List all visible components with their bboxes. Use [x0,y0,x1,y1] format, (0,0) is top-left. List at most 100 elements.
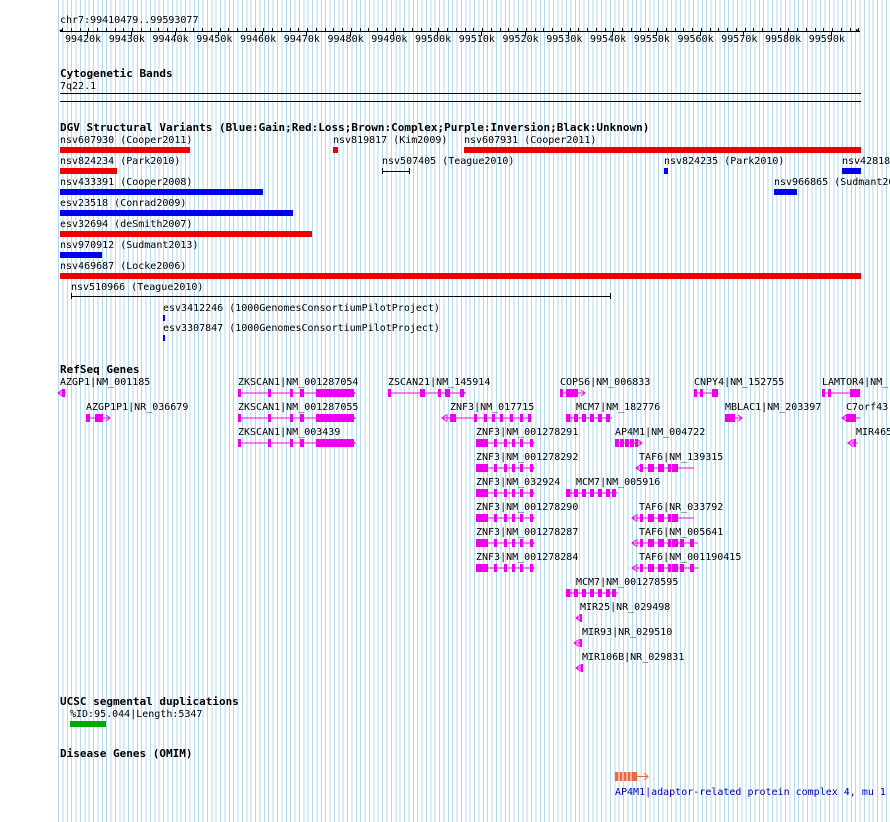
gene-exon[interactable] [420,389,425,397]
gene-exon[interactable] [450,414,456,422]
gene-exon[interactable] [566,414,570,422]
gene-exon[interactable] [494,539,497,547]
dgv-feature[interactable] [60,147,190,153]
gene-exon[interactable] [268,439,271,447]
gene-exon[interactable] [290,414,293,422]
gene-strand-arrow-icon[interactable] [841,414,847,422]
gene-exon[interactable] [598,589,602,597]
gene-exon[interactable] [854,439,856,447]
gene-exon[interactable] [694,389,697,397]
gene-exon[interactable] [574,589,578,597]
gene-exon[interactable] [520,564,523,572]
gene-exon[interactable] [672,564,678,572]
gene-exon[interactable] [658,539,664,547]
gene-exon[interactable] [672,514,678,522]
gene-exon[interactable] [268,389,271,397]
gene-exon[interactable] [494,464,497,472]
omim-feature[interactable] [615,772,649,781]
dgv-feature[interactable] [842,168,861,174]
gene-exon[interactable] [690,539,694,547]
gene-exon[interactable] [566,389,578,397]
gene-exon[interactable] [512,514,515,522]
gene-exon[interactable] [668,539,671,547]
gene-exon[interactable] [725,414,735,422]
gene-strand-arrow-icon[interactable] [529,514,535,522]
gene-exon[interactable] [520,514,523,522]
gene-exon[interactable] [640,539,643,547]
cyto-band-line-top[interactable] [60,93,861,94]
gene-exon[interactable] [574,489,578,497]
gene-exon[interactable] [668,464,671,472]
gene-exon[interactable] [290,439,293,447]
dgv-feature[interactable] [60,273,861,279]
dgv-feature[interactable] [333,147,338,153]
gene-exon[interactable] [474,414,477,422]
dgv-feature[interactable] [60,168,117,174]
gene-strand-arrow-icon[interactable] [350,389,356,397]
gene-exon[interactable] [530,539,533,547]
gene-exon[interactable] [512,564,515,572]
gene-exon[interactable] [630,439,634,447]
gene-strand-arrow-icon[interactable] [57,389,63,397]
dgv-feature[interactable] [60,210,293,216]
gene-strand-arrow-icon[interactable] [529,564,535,572]
gene-strand-arrow-icon[interactable] [573,639,579,647]
gene-exon[interactable] [238,414,241,422]
gene-exon[interactable] [581,664,583,672]
gene-strand-arrow-icon[interactable] [631,514,637,522]
gene-strand-arrow-icon[interactable] [855,389,861,397]
gene-strand-arrow-icon[interactable] [529,539,535,547]
gene-exon[interactable] [680,564,684,572]
gene-exon[interactable] [492,414,495,422]
omim-label[interactable]: AP4M1|adaptor-related protein complex 4,… [615,787,886,798]
gene-strand-arrow-icon[interactable] [529,489,535,497]
gene-exon[interactable] [460,389,464,397]
dgv-feature-unknown[interactable] [382,171,409,172]
gene-strand-arrow-icon[interactable] [847,439,853,447]
gene-exon[interactable] [484,414,487,422]
gene-strand-arrow-icon[interactable] [631,564,637,572]
gene-strand-arrow-icon[interactable] [575,664,581,672]
gene-strand-arrow-icon[interactable] [441,414,447,422]
gene-exon[interactable] [504,564,507,572]
gene-exon[interactable] [658,464,664,472]
dgv-feature[interactable] [60,189,263,195]
gene-exon[interactable] [530,439,533,447]
gene-exon[interactable] [530,564,533,572]
gene-exon[interactable] [606,414,610,422]
gene-exon[interactable] [512,539,515,547]
gene-exon[interactable] [520,414,523,422]
gene-exon[interactable] [582,414,586,422]
gene-exon[interactable] [846,414,856,422]
gene-exon[interactable] [712,389,718,397]
gene-exon[interactable] [504,439,507,447]
gene-exon[interactable] [528,414,531,422]
gene-strand-arrow-icon[interactable] [350,439,356,447]
gene-exon[interactable] [582,589,586,597]
gene-exon[interactable] [95,414,103,422]
gene-strand-arrow-icon[interactable] [105,414,111,422]
gene-exon[interactable] [560,389,563,397]
gene-exon[interactable] [658,514,664,522]
gene-exon[interactable] [625,439,629,447]
gene-strand-arrow-icon[interactable] [565,489,571,497]
gene-exon[interactable] [504,489,507,497]
gene-exon[interactable] [494,514,497,522]
gene-exon[interactable] [268,414,271,422]
gene-exon[interactable] [238,439,241,447]
gene-exon[interactable] [635,439,638,447]
dgv-feature[interactable] [60,231,312,237]
gene-strand-arrow-icon[interactable] [575,614,581,622]
gene-exon[interactable] [520,439,523,447]
gene-exon[interactable] [530,464,533,472]
gene-strand-arrow-icon[interactable] [635,464,641,472]
gene-exon[interactable] [612,489,616,497]
gene-exon[interactable] [668,564,671,572]
gene-exon[interactable] [316,389,354,397]
gene-exon[interactable] [574,414,578,422]
gene-exon[interactable] [504,514,507,522]
gene-exon[interactable] [476,489,488,497]
gene-strand-arrow-icon[interactable] [580,389,586,397]
gene-strand-arrow-icon[interactable] [565,589,571,597]
gene-exon[interactable] [648,464,654,472]
